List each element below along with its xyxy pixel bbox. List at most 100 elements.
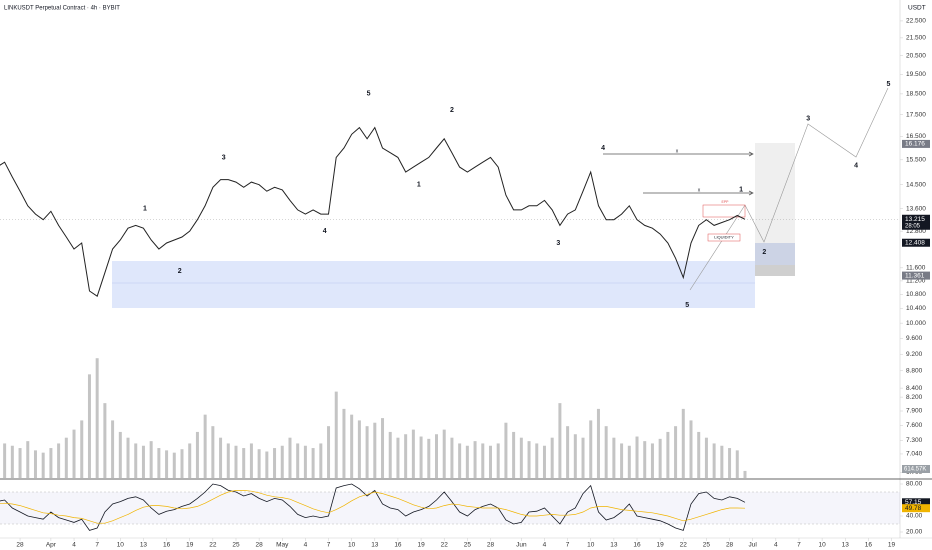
y-tick-label: 8.400 xyxy=(906,385,923,392)
volume-bar xyxy=(342,408,346,478)
volume-bar xyxy=(388,431,392,478)
y-tick-label: 12.800 xyxy=(906,228,926,235)
x-tick-label: 4 xyxy=(774,542,778,549)
y-tick-label: 8.800 xyxy=(906,368,923,375)
y-tick-label: 11.200 xyxy=(906,278,926,285)
price-label-box xyxy=(902,238,930,247)
y-tick-label: 14.500 xyxy=(906,181,926,188)
demand-zone xyxy=(112,261,755,308)
volume-bar xyxy=(365,426,369,478)
wave-label: 1 xyxy=(739,187,743,194)
volume-bar xyxy=(635,436,639,478)
x-tick-label: 13 xyxy=(371,542,379,549)
x-tick-label: 19 xyxy=(186,542,194,549)
wave-label: 3 xyxy=(806,116,810,123)
chart-title: LINKUSDT Perpetual Contract · 4h · BYBIT xyxy=(4,6,120,12)
volume-bar xyxy=(72,429,76,478)
volume-bar xyxy=(265,451,269,478)
volume-bar xyxy=(712,443,716,478)
current-price: 13.215 xyxy=(905,216,925,223)
volume-bar xyxy=(288,437,292,478)
rsi-band xyxy=(0,492,900,524)
wave-label: 2 xyxy=(450,107,454,114)
y-tick-label: 11.600 xyxy=(906,265,926,272)
volume-bar xyxy=(350,414,354,478)
volume-bar xyxy=(512,431,516,478)
volume-bar xyxy=(697,431,701,478)
x-tick-label: 4 xyxy=(543,542,547,549)
volume-bar xyxy=(188,443,192,478)
price-label: 12.408 xyxy=(905,239,925,246)
y-tick-label: 16.500 xyxy=(906,133,926,140)
x-tick-label: Jul xyxy=(749,542,758,549)
drawings: x x EPP LIQUIDITY xyxy=(112,87,889,308)
y-tick-label: 13.600 xyxy=(906,205,926,212)
volume-bar xyxy=(542,445,546,478)
current-price-box xyxy=(902,214,930,230)
rsi-tick-label: 40.00 xyxy=(906,513,923,520)
wave-label: 4 xyxy=(323,228,327,235)
volume-bar xyxy=(496,443,500,478)
x-tick-label: 19 xyxy=(888,542,896,549)
wave-label: 3 xyxy=(222,154,226,161)
x-tick-label: 19 xyxy=(657,542,665,549)
y-tick-label: 8.200 xyxy=(906,394,923,401)
volume-bar xyxy=(658,438,662,478)
volume-bar xyxy=(219,437,223,478)
arrow-head xyxy=(748,190,754,196)
x-tick-label: 22 xyxy=(680,542,688,549)
volume-bar xyxy=(126,437,130,478)
y-tick-label: 10.400 xyxy=(906,305,926,312)
x-tick-label: 16 xyxy=(865,542,873,549)
volume-bar xyxy=(435,434,439,478)
volume-bar xyxy=(650,443,654,478)
y-tick-label: 7.900 xyxy=(906,408,923,415)
volume-bar xyxy=(95,358,99,478)
volume-bar xyxy=(481,443,485,478)
volume-bar xyxy=(296,443,300,478)
x-tick-label: 22 xyxy=(441,542,449,549)
price-label: 11.361 xyxy=(905,272,925,279)
volume-bar xyxy=(558,403,562,478)
wave-label: 2 xyxy=(762,249,766,256)
wave-label: 4 xyxy=(854,163,858,170)
y-tick-label: 7.300 xyxy=(906,437,923,444)
rsi-value-label: 49.78 xyxy=(905,505,922,512)
volume-label-box xyxy=(902,465,930,473)
mark-label: x xyxy=(698,187,701,193)
volume-bar xyxy=(33,450,37,478)
y-tick-label: 10.800 xyxy=(906,291,926,298)
volume-bar xyxy=(18,448,22,478)
rsi-tick-label: 80.00 xyxy=(906,481,923,488)
y-tick-label: 10.000 xyxy=(906,320,926,327)
x-tick-label: 7 xyxy=(566,542,570,549)
volume-bar xyxy=(257,449,261,478)
x-tick-label: 25 xyxy=(464,542,472,549)
rsi-tick-label: 20.00 xyxy=(906,529,923,536)
volume-bar xyxy=(442,429,446,478)
x-tick-label: Jun xyxy=(516,542,527,549)
volume-bar xyxy=(411,429,415,478)
price-label-box xyxy=(902,139,930,148)
entry-zone xyxy=(755,243,795,265)
volume-bar xyxy=(504,422,508,478)
wave-label: 1 xyxy=(143,205,147,212)
volume-bar xyxy=(118,431,122,478)
x-tick-label: 4 xyxy=(72,542,76,549)
volume-label: 614.57K xyxy=(904,467,926,473)
x-tick-label: 25 xyxy=(232,542,240,549)
y-tick-label: 22.500 xyxy=(906,18,926,25)
volume-bar xyxy=(26,441,30,478)
volume-bar xyxy=(180,449,184,478)
y-tick-label: 15.500 xyxy=(906,157,926,164)
rsi-value-box xyxy=(902,504,930,513)
volume-bar xyxy=(596,408,600,478)
x-tick-label: 28 xyxy=(16,542,24,549)
volume-bar xyxy=(195,431,199,478)
volume-bar xyxy=(242,448,246,478)
x-tick-label: May xyxy=(276,542,289,549)
x-tick-label: 19 xyxy=(417,542,425,549)
x-tick-label: 4 xyxy=(304,542,308,549)
epp-box xyxy=(702,204,746,218)
volume-bar xyxy=(681,408,685,478)
